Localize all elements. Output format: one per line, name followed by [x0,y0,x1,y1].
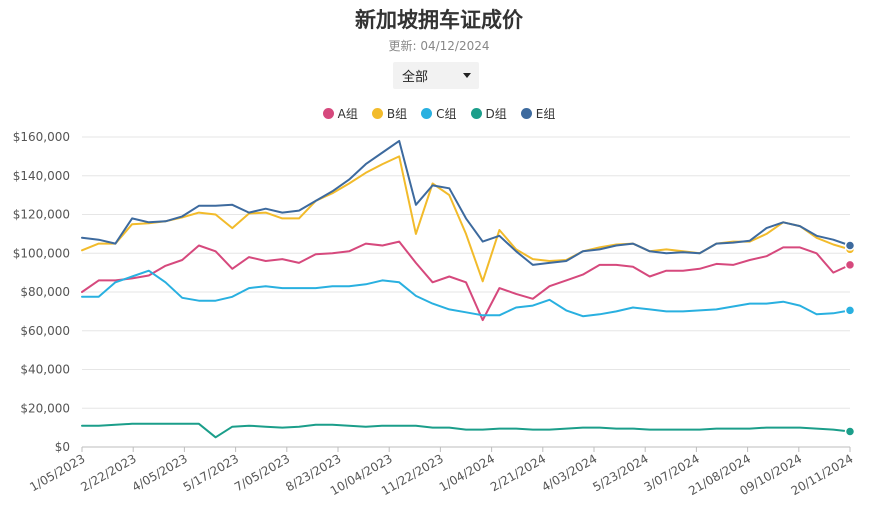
legend-label: A组 [337,107,358,121]
series-line [81,240,851,322]
x-tick-label: 4/03/2024 [539,451,599,494]
legend-marker [421,108,433,119]
legend-marker [371,108,383,119]
x-tick-label: 1/05/2023 [27,451,87,494]
series-end-point [844,426,856,437]
legend-item[interactable]: C组 [421,105,457,122]
chart-title: 新加坡拥车证成价 [355,8,523,32]
series-line [81,139,851,266]
x-tick-label: 2/21/2024 [488,451,548,494]
legend-item[interactable]: D组 [470,105,507,122]
y-tick-label: $20,000 [20,401,70,415]
x-tick-label: 1/04/2024 [437,451,497,494]
legend-item[interactable]: B组 [371,105,408,122]
legend-label: C组 [436,107,457,121]
series-end-point [844,259,856,271]
legend-label: D组 [485,107,507,121]
x-tick-label: 5/23/2024 [590,451,650,494]
y-tick-label: $140,000 [13,169,70,183]
y-tick-label: $120,000 [13,208,70,222]
group-filter-value: 全部 [402,70,429,85]
series-line [81,422,851,439]
legend-item[interactable]: E组 [520,105,556,122]
y-tick-label: $40,000 [20,363,70,377]
y-tick-label: $0 [55,440,70,454]
y-tick-label: $60,000 [20,324,70,338]
legend-label: B组 [386,107,408,121]
legend-marker [470,108,482,119]
x-tick-label: 5/17/2023 [181,451,241,494]
legend-label: E组 [535,107,556,121]
y-tick-label: $80,000 [20,285,70,299]
x-tick-label: 7/05/2023 [232,451,292,494]
chart-legend: A组 B组 C组 D组 E组 [0,105,878,122]
series-end-point [844,240,856,251]
legend-marker [520,108,532,119]
series-end-point [844,305,856,316]
x-tick-label: 2/22/2023 [78,451,138,494]
legend-marker [322,108,334,119]
series-line [81,269,851,318]
updated-date: 更新: 04/12/2024 [388,39,490,53]
x-tick-label: 4/05/2023 [130,451,190,494]
legend-item[interactable]: A组 [322,105,358,122]
y-tick-label: $160,000 [13,130,70,144]
y-tick-label: $100,000 [13,246,70,260]
group-filter-select[interactable]: 全部 [393,62,479,89]
chevron-down-icon [463,73,471,78]
